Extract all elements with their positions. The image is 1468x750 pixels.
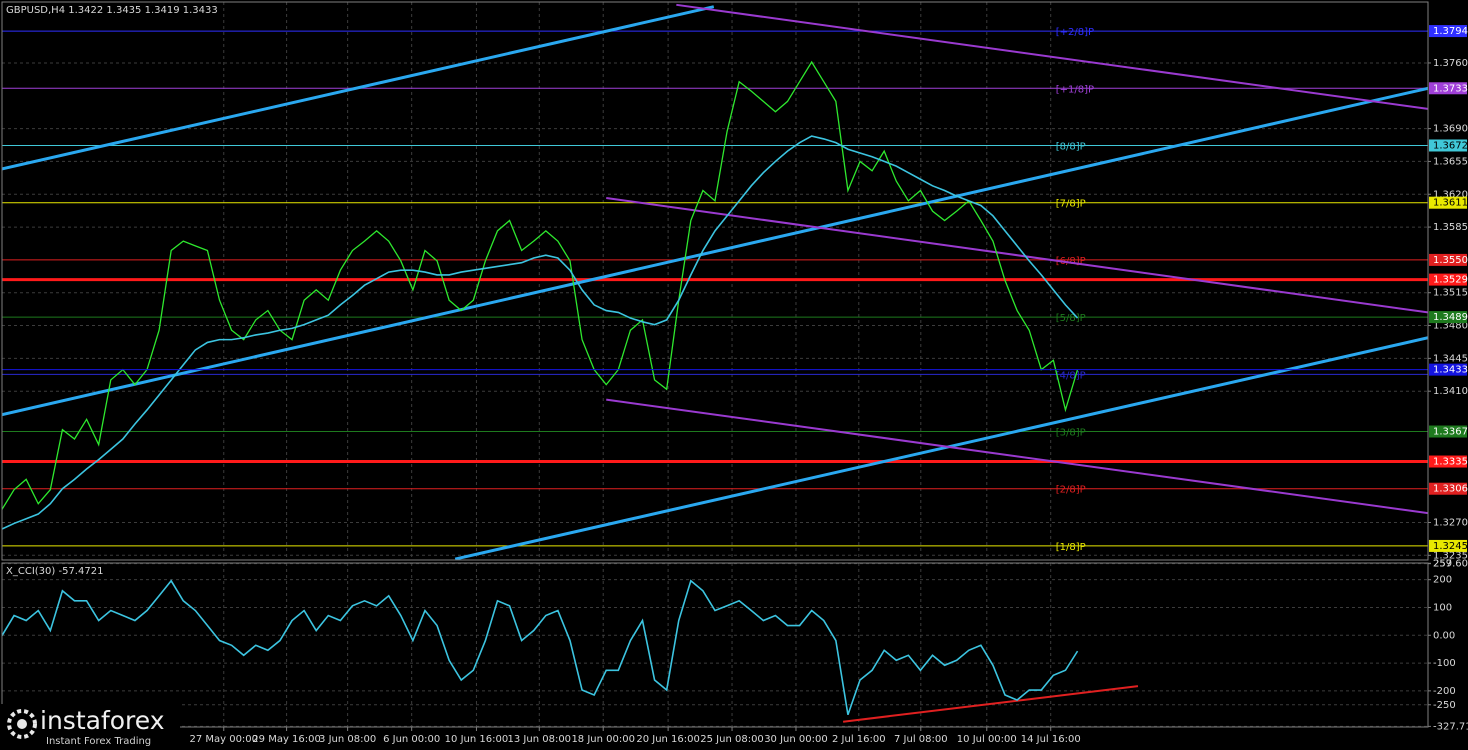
level-box-label: 1.3529 <box>1433 275 1468 286</box>
level-label: [7/8]P <box>1056 199 1086 210</box>
y-tick-label: 1.3270 <box>1433 517 1468 528</box>
level-label: [1/8]P <box>1056 542 1086 553</box>
y-tick-label: -250 <box>1433 700 1456 711</box>
level-box-label: 1.3245 <box>1433 541 1468 552</box>
level-box <box>1429 253 1467 266</box>
level-box <box>1429 455 1467 468</box>
y-tick-label: -200 <box>1433 686 1456 697</box>
y-tick-label: 1.3445 <box>1433 353 1468 364</box>
logo: instaforex Instant Forex Trading <box>0 704 180 750</box>
level-box-label: 1.3489 <box>1433 312 1468 323</box>
cci-title: X_CCI(30) -57.4721 <box>6 566 103 577</box>
level-label: [6/8]P <box>1056 256 1086 267</box>
x-tick-label: 3 Jun 08:00 <box>319 734 376 745</box>
y-tick-label: 100 <box>1433 602 1452 613</box>
series-line <box>2 135 1079 530</box>
trend-line <box>606 398 1428 515</box>
level-box <box>1429 82 1467 95</box>
x-tick-label: 6 Jun 00:00 <box>383 734 440 745</box>
trend-line <box>676 3 1428 110</box>
x-tick-label: 10 Jul 00:00 <box>957 734 1017 745</box>
level-box <box>1429 196 1467 209</box>
x-tick-label: 7 Jul 08:00 <box>894 734 948 745</box>
y-tick-label: 1.3620 <box>1433 189 1468 200</box>
level-label: [5/8]P <box>1056 313 1086 324</box>
level-box <box>1429 273 1467 286</box>
logo-name: instaforex <box>40 706 165 735</box>
y-tick-label: 257.6065 <box>1433 559 1468 570</box>
level-box <box>1429 482 1467 495</box>
y-tick-label: 259 <box>1433 558 1452 569</box>
logo-background <box>0 704 180 750</box>
x-tick-label: 30 Jun 00:00 <box>764 734 828 745</box>
trend-line <box>2 86 1428 417</box>
x-tick-label: 27 May 00:00 <box>189 734 258 745</box>
level-box-label: 1.3794 <box>1433 26 1468 37</box>
level-box-label: 1.3733 <box>1433 83 1468 94</box>
y-tick-label: 1.3235 <box>1433 550 1468 561</box>
level-label: [8/8]P <box>1056 141 1086 152</box>
y-tick-label: 1.3760 <box>1433 58 1468 69</box>
series-line <box>2 60 1079 510</box>
y-tick-label: 1.3690 <box>1433 124 1468 135</box>
logo-gear <box>7 709 37 739</box>
y-tick-label: 0.00 <box>1433 630 1455 641</box>
x-tick-label: 10 Jun 16:00 <box>445 734 509 745</box>
level-label: [4/8]P <box>1056 370 1086 381</box>
x-tick-label: 13 Jun 08:00 <box>508 734 572 745</box>
last-price-box <box>1429 363 1467 376</box>
level-box <box>1429 311 1467 324</box>
y-tick-label: 1.3410 <box>1433 386 1468 397</box>
trend-line <box>842 685 1139 723</box>
trend-line <box>2 5 715 171</box>
level-box <box>1429 25 1467 38</box>
series-line <box>2 579 1079 716</box>
y-tick-label: -327.719 <box>1433 721 1468 732</box>
level-box-label: 1.3672 <box>1433 140 1468 151</box>
axes <box>1 1 1429 728</box>
y-tick-label: 1.3585 <box>1433 222 1468 233</box>
level-label: [2/8]P <box>1056 485 1086 496</box>
level-box-label: 1.3335 <box>1433 457 1468 468</box>
level-label: [3/8]P <box>1056 428 1086 439</box>
x-tick-label: 20 Jun 16:00 <box>636 734 700 745</box>
level-box-label: 1.3306 <box>1433 484 1468 495</box>
x-tick-label: 2 Jul 16:00 <box>832 734 886 745</box>
price-frame <box>1 1 1429 561</box>
y-tick-label: 1.3480 <box>1433 321 1468 332</box>
cci-frame <box>1 562 1429 728</box>
x-tick-label: 25 Jun 08:00 <box>700 734 764 745</box>
y-tick-label: 1.3515 <box>1433 288 1468 299</box>
logo-tagline: Instant Forex Trading <box>46 736 151 747</box>
level-box-label: 1.3367 <box>1433 427 1468 438</box>
level-box-label: 1.3611 <box>1433 198 1468 209</box>
y-tick-label: -100 <box>1433 658 1456 669</box>
y-tick-label: 1.3655 <box>1433 156 1468 167</box>
level-box <box>1429 425 1467 438</box>
price-title: GBPUSD,H4 1.3422 1.3435 1.3419 1.3433 <box>6 5 218 16</box>
trend-line <box>606 197 1428 314</box>
level-label: [+2/8]P <box>1056 27 1094 38</box>
level-box <box>1429 139 1467 152</box>
x-tick-label: 14 Jul 16:00 <box>1021 734 1081 745</box>
y-tick-label: 200 <box>1433 575 1452 586</box>
price-panel: [+2/8]P [+1/8]P [8/8]P [7/8]P [6/8]P [5/8]P [4… <box>2 2 1428 560</box>
x-tick-label: 18 Jun 00:00 <box>571 734 635 745</box>
level-box-label: 1.3550 <box>1433 255 1468 266</box>
level-label: [+1/8]P <box>1056 84 1094 95</box>
logo-hub <box>17 719 27 729</box>
level-box <box>1429 539 1467 552</box>
last-price-label: 1.3433 <box>1433 365 1468 376</box>
x-tick-label: 29 May 16:00 <box>252 734 321 745</box>
trend-line <box>454 336 1428 560</box>
